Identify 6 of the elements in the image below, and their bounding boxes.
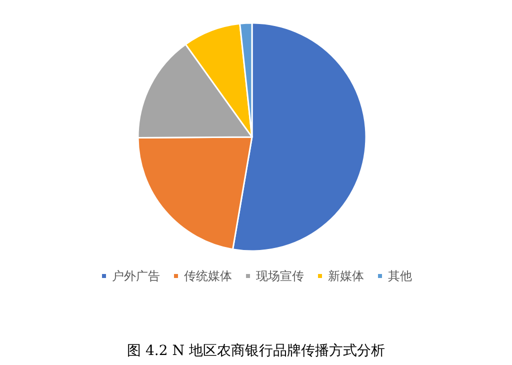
legend-label: 现场宣传 [256,269,304,283]
text: 图 4.2 N 地区农商银行品牌传播方式分析 [127,343,385,359]
legend-label: 户外广告 [112,269,160,283]
legend-label: 新媒体 [328,269,364,283]
legend-label: 其他 [388,269,412,283]
legend-label: 传统媒体 [184,269,232,283]
